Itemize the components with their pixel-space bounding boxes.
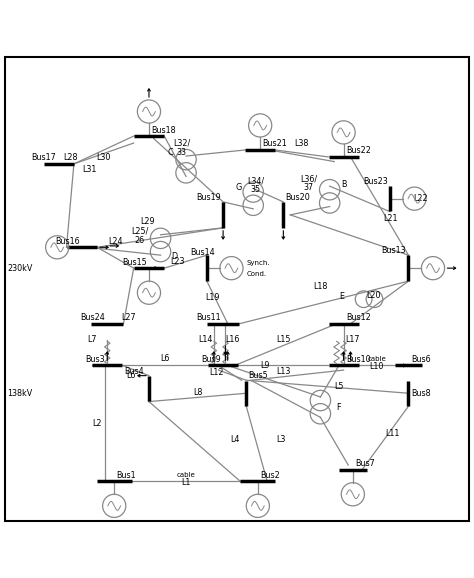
Text: L21: L21 <box>384 214 398 223</box>
Text: Bus18: Bus18 <box>151 125 176 135</box>
Text: L22: L22 <box>413 194 428 203</box>
Text: L8: L8 <box>193 388 202 397</box>
Text: Bus7: Bus7 <box>355 459 375 468</box>
Text: Bus11: Bus11 <box>196 313 221 322</box>
Text: L30: L30 <box>97 153 111 162</box>
Text: Bus21: Bus21 <box>263 139 287 149</box>
Text: Bus9: Bus9 <box>201 355 221 364</box>
Text: L23: L23 <box>171 257 185 266</box>
Text: Bus6: Bus6 <box>411 355 430 364</box>
Text: L10: L10 <box>370 362 384 371</box>
Text: Bus22: Bus22 <box>346 146 371 155</box>
Text: 138kV: 138kV <box>8 389 33 398</box>
Text: L28: L28 <box>63 153 77 162</box>
Text: F: F <box>337 403 341 412</box>
Text: L12: L12 <box>209 368 223 377</box>
Text: C: C <box>167 148 173 157</box>
Text: L32/: L32/ <box>173 139 190 147</box>
Text: G: G <box>235 183 242 191</box>
Text: L34/: L34/ <box>247 176 264 186</box>
Text: Bus23: Bus23 <box>363 176 388 186</box>
Text: B: B <box>341 180 346 189</box>
Text: L36/: L36/ <box>300 174 318 183</box>
Text: L7: L7 <box>88 335 97 344</box>
Text: L14: L14 <box>198 335 213 344</box>
Text: L20: L20 <box>367 291 381 301</box>
Text: L17: L17 <box>346 335 360 344</box>
Text: L31: L31 <box>82 165 97 175</box>
Text: Bus24: Bus24 <box>80 313 105 322</box>
Text: cable: cable <box>367 357 386 362</box>
Text: Bus13: Bus13 <box>382 246 406 255</box>
Text: L19: L19 <box>205 293 220 302</box>
Text: L2: L2 <box>92 419 101 428</box>
Text: L1: L1 <box>182 477 191 487</box>
Text: 26: 26 <box>135 236 145 245</box>
Text: Cond.: Cond. <box>246 271 266 277</box>
Text: Bus20: Bus20 <box>286 192 310 202</box>
Text: L13: L13 <box>276 367 291 376</box>
Text: Bus14: Bus14 <box>191 249 215 257</box>
Text: Bus19: Bus19 <box>196 192 221 202</box>
Text: Bus8: Bus8 <box>411 389 430 398</box>
Text: L29: L29 <box>140 217 155 227</box>
Text: Bus2: Bus2 <box>260 470 280 480</box>
Text: Bus16: Bus16 <box>55 237 80 246</box>
Text: Bus3: Bus3 <box>85 355 105 364</box>
Text: Bus12: Bus12 <box>346 313 371 322</box>
Text: L9: L9 <box>260 361 270 370</box>
Text: Bus5: Bus5 <box>248 371 268 380</box>
Text: L24: L24 <box>108 237 123 246</box>
Text: L38: L38 <box>295 139 309 148</box>
Text: 230kV: 230kV <box>8 264 33 273</box>
Text: Bus15: Bus15 <box>122 258 146 266</box>
Text: L6: L6 <box>161 354 170 364</box>
Text: Bus17: Bus17 <box>32 153 56 162</box>
Text: Bus10: Bus10 <box>346 355 371 364</box>
Text: L4: L4 <box>230 435 239 444</box>
Text: L3: L3 <box>276 435 286 444</box>
Text: Synch.: Synch. <box>246 260 270 265</box>
Text: 35: 35 <box>250 185 261 194</box>
Text: L16: L16 <box>225 335 239 344</box>
Text: L25/: L25/ <box>131 227 148 236</box>
Text: 33: 33 <box>176 148 186 157</box>
Text: L6: L6 <box>127 370 136 380</box>
Text: 37: 37 <box>304 183 314 191</box>
Text: D: D <box>172 252 177 261</box>
Text: Bus4: Bus4 <box>125 366 144 376</box>
Text: E: E <box>339 292 344 301</box>
Text: L5: L5 <box>334 382 344 391</box>
Text: L11: L11 <box>385 429 400 438</box>
Text: L18: L18 <box>313 282 328 291</box>
Text: L15: L15 <box>276 335 291 344</box>
Text: cable: cable <box>177 472 195 478</box>
Text: L27: L27 <box>121 313 136 322</box>
Text: Bus1: Bus1 <box>117 470 136 480</box>
